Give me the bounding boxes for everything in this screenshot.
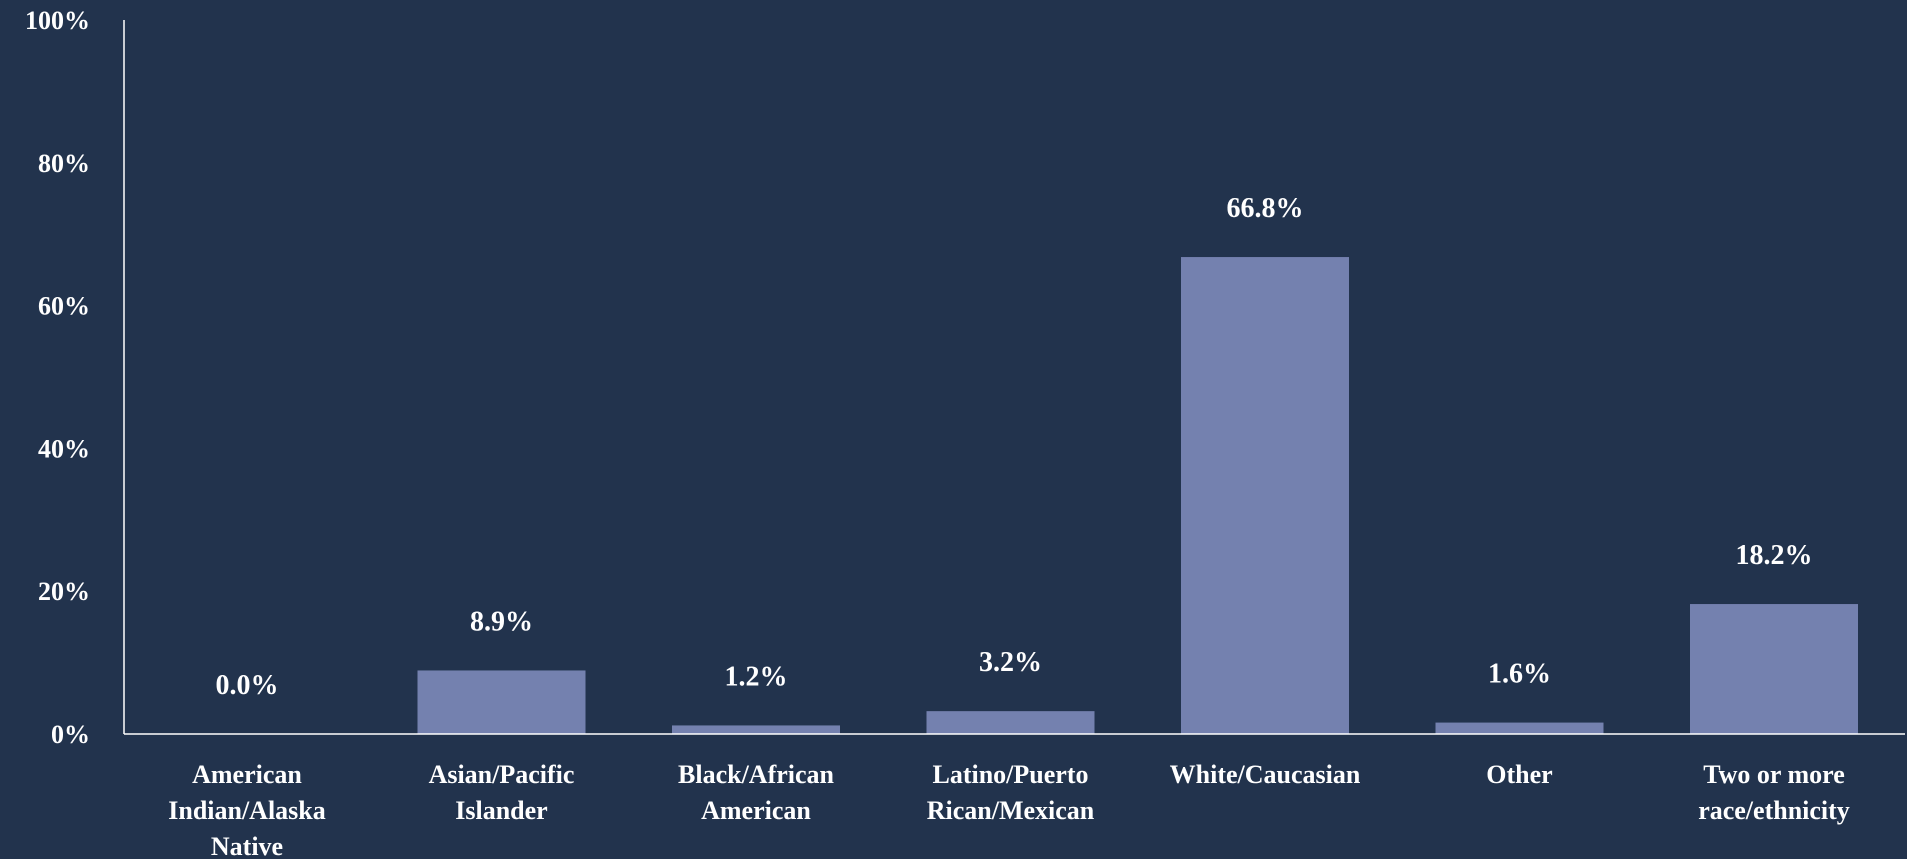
category-label: Two or more <box>1703 760 1845 789</box>
data-label: 0.0% <box>216 670 279 701</box>
data-label: 66.8% <box>1227 193 1304 224</box>
data-labels: 0.0% 8.9% 1.2% 3.2% 66.8% 1.6% 18.2% <box>216 193 1813 701</box>
y-tick-label: 20% <box>38 577 90 606</box>
category-label: American <box>192 760 302 789</box>
bar <box>417 670 586 734</box>
category-label: Black/African <box>678 760 835 789</box>
y-tick-label: 60% <box>38 292 90 321</box>
category-label: Native <box>211 832 283 859</box>
bar <box>926 711 1095 734</box>
category-label: American <box>701 796 811 825</box>
category-label: Other <box>1486 760 1552 789</box>
category-label: White/Caucasian <box>1170 760 1361 789</box>
data-label: 1.6% <box>1488 659 1551 690</box>
data-label: 1.2% <box>725 661 788 692</box>
category-label: Islander <box>455 796 547 825</box>
category-label: Latino/Puerto <box>933 760 1089 789</box>
data-label: 3.2% <box>979 647 1042 678</box>
bar <box>672 725 840 734</box>
data-label: 8.9% <box>470 606 533 637</box>
category-labels: American Indian/Alaska Native Asian/Pacific… <box>168 760 1850 859</box>
bars-group <box>417 257 1858 734</box>
y-tick-label: 0% <box>51 720 90 749</box>
y-tick-labels: 0% 20% 40% 60% 80% 100% <box>25 6 90 749</box>
y-tick-label: 40% <box>38 434 90 463</box>
category-label: Asian/Pacific <box>429 760 575 789</box>
category-label: Rican/Mexican <box>927 796 1095 825</box>
bar <box>1181 257 1349 734</box>
y-tick-label: 100% <box>25 6 90 35</box>
category-label: Indian/Alaska <box>168 796 326 825</box>
y-tick-label: 80% <box>38 149 90 178</box>
data-label: 18.2% <box>1736 540 1813 571</box>
category-label: race/ethnicity <box>1698 796 1850 825</box>
bar <box>1435 722 1604 734</box>
bar <box>1690 604 1858 734</box>
